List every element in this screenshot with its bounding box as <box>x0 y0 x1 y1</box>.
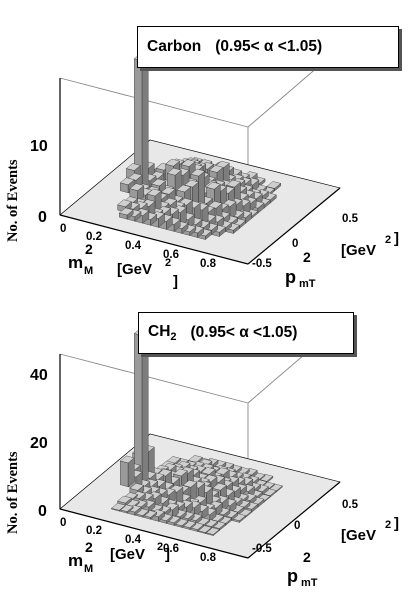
legend-carbon-target: Carbon <box>147 38 202 55</box>
xaxis-title-ch2: 2 m M [GeV 2 ] <box>68 539 170 575</box>
bar-top-face <box>208 165 224 173</box>
bar-top-face <box>180 159 196 167</box>
xtick-ch2-0: 0 <box>60 517 66 529</box>
chart-ch2-axes <box>59 354 341 559</box>
bar-front-face <box>120 460 129 487</box>
bar-top-face <box>166 167 182 176</box>
yaxis-label-ch2: No. of Events <box>5 451 21 534</box>
xtick-carbon-1: 0.2 <box>86 231 102 243</box>
svg-text:[GeV: [GeV <box>341 527 376 544</box>
bar-side-face <box>141 55 149 191</box>
ztick-ch2-0: 0 <box>38 503 47 520</box>
legend-ch2: CH2 (0.95< α <1.05) <box>138 312 354 354</box>
svg-text:[GeV: [GeV <box>110 546 145 563</box>
bar-top-face <box>146 188 162 197</box>
chart-carbon-axes <box>59 78 341 265</box>
bar-top-face <box>119 455 135 464</box>
bar-top-face <box>176 184 192 193</box>
bar-top-face <box>212 483 227 491</box>
xtick-carbon-0: 0 <box>60 223 66 235</box>
bar-top-face <box>129 183 145 191</box>
svg-text:p: p <box>287 566 298 586</box>
svg-text:]: ] <box>165 546 170 563</box>
svg-text:2: 2 <box>303 549 311 565</box>
bar-top-face <box>266 181 282 189</box>
svg-text:2: 2 <box>85 539 93 555</box>
svg-text:]: ] <box>394 515 399 532</box>
bar-top-face <box>160 186 176 195</box>
bar-top-face <box>190 168 206 177</box>
ytick-carbon-2: 0.5 <box>342 213 359 225</box>
xtick-ch2-1: 0.2 <box>86 525 102 537</box>
chart-ch2-bars <box>111 328 283 536</box>
bar-top-face <box>118 207 134 216</box>
svg-text:m: m <box>68 551 83 570</box>
bar-top-face <box>206 181 221 190</box>
legend-carbon-cut: (0.95< α <1.05) <box>215 38 323 55</box>
xtick-carbon-2: 0.4 <box>125 240 142 252</box>
ytick-ch2-1: 0 <box>294 520 300 532</box>
ytick-ch2-0: -0.5 <box>252 543 272 555</box>
legend-carbon: Carbon (0.95< α <1.05) <box>137 26 399 68</box>
bar-top-face <box>151 178 166 187</box>
xtick-ch2-4: 0.8 <box>200 552 217 564</box>
bar-top-face <box>117 199 132 207</box>
ytick-carbon-1: 0 <box>292 238 298 250</box>
svg-text:]: ] <box>173 273 178 290</box>
svg-text:m: m <box>68 253 83 272</box>
svg-text:mT: mT <box>301 577 318 589</box>
ytick-carbon-0: -0.5 <box>252 258 272 270</box>
chart-carbon-bars <box>117 53 282 240</box>
bar-top-face <box>117 495 132 504</box>
chart-ch2: 0 20 40 0 0.2 0.4 0.6 0.8 -0.5 0 0.5 2 m… <box>0 296 409 593</box>
svg-text:2: 2 <box>165 257 171 269</box>
chart-carbon: 0 10 0 0.2 0.4 0.6 0.8 -0.5 0 0.5 2 m M … <box>0 0 409 296</box>
svg-text:2: 2 <box>85 241 93 257</box>
bar-top-face <box>184 179 200 188</box>
svg-text:p: p <box>285 267 296 287</box>
bar-top-face <box>188 455 203 463</box>
ztick-ch2-20: 20 <box>30 435 48 452</box>
xtick-ch2-2: 0.4 <box>125 534 142 546</box>
bar-top-face <box>173 468 188 477</box>
ztick-ch2-40: 40 <box>30 367 48 384</box>
svg-text:]: ] <box>394 230 399 247</box>
xtick-carbon-3: 0.6 <box>163 249 179 261</box>
bar-top-face <box>182 480 198 488</box>
xtick-carbon-4: 0.8 <box>200 258 217 270</box>
svg-text:[GeV: [GeV <box>117 261 152 278</box>
yaxis-label-carbon: No. of Events <box>5 159 21 242</box>
ztick-carbon-10: 10 <box>30 138 48 155</box>
svg-text:2: 2 <box>157 541 163 553</box>
svg-text:2: 2 <box>385 234 391 246</box>
xaxis-title-carbon: 2 m M [GeV 2 ] <box>68 241 178 290</box>
legend-ch2-target: CH2 <box>148 322 177 344</box>
bar-top-face <box>129 483 145 491</box>
bar-top-face <box>226 179 241 188</box>
bar-top-face <box>200 467 216 475</box>
svg-text:M: M <box>84 563 93 575</box>
yaxis-title-carbon: 2 p mT [GeV 2 ] <box>285 230 399 290</box>
bar-front-face <box>134 333 143 484</box>
svg-text:[GeV: [GeV <box>341 242 376 259</box>
svg-text:mT: mT <box>299 278 316 290</box>
ytick-ch2-2: 0.5 <box>342 499 359 511</box>
svg-text:2: 2 <box>303 249 311 265</box>
legend-ch2-cut: (0.95< α <1.05) <box>190 324 298 341</box>
bar-top-face <box>119 177 135 186</box>
xtick-ch2-3: 0.6 <box>163 543 179 555</box>
ztick-carbon-0: 0 <box>38 209 47 226</box>
bar-top-face <box>165 158 180 167</box>
bar-top-face <box>126 163 141 171</box>
chart-carbon-plot: 0 10 0 0.2 0.4 0.6 0.8 -0.5 0 0.5 2 m M … <box>30 47 399 290</box>
chart-ch2-plot: 0 20 40 0 0.2 0.4 0.6 0.8 -0.5 0 0.5 2 m… <box>30 323 399 589</box>
svg-text:M: M <box>84 265 93 277</box>
svg-text:2: 2 <box>385 519 391 531</box>
yaxis-title-ch2: 2 p mT [GeV 2 ] <box>287 515 399 589</box>
bar-top-face <box>111 502 126 511</box>
